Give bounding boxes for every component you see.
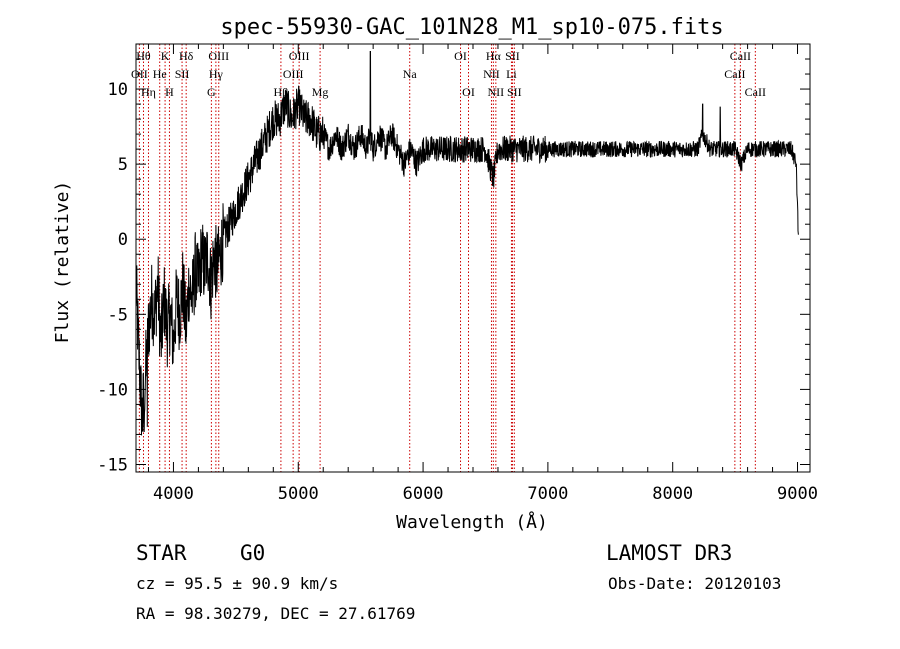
- y-tick-label: -10: [97, 380, 128, 400]
- x-axis-label: Wavelength (Å): [396, 511, 548, 533]
- spectral-line-label: G: [207, 85, 216, 99]
- plot-frame: [135, 43, 811, 473]
- y-tick-label: 5: [118, 155, 128, 175]
- x-tick-label: 5000: [278, 484, 319, 504]
- spectral-line-label: CaII: [745, 85, 766, 99]
- spectral-line-label: Hη: [141, 85, 156, 99]
- spectral-line-label: Mg: [312, 85, 329, 99]
- redshift-velocity: cz = 95.5 ± 90.9 km/s: [136, 574, 338, 593]
- y-tick-label: -5: [108, 305, 128, 325]
- spectral-line-label: SII: [507, 85, 522, 99]
- spectrum-line: [135, 51, 799, 436]
- spectral-line-label: OI: [462, 85, 475, 99]
- y-tick-label: -15: [97, 455, 128, 475]
- object-class: STAR: [136, 541, 187, 565]
- sky-coordinates: RA = 98.30279, DEC = 27.61769: [136, 604, 415, 623]
- survey-name: LAMOST DR3: [606, 541, 732, 565]
- x-tick-label: 9000: [777, 484, 818, 504]
- observation-date: Obs-Date: 20120103: [608, 574, 781, 593]
- spectral-line-label: Hα: [486, 49, 502, 63]
- object-subclass: G0: [240, 541, 265, 565]
- spectral-line-label: OIII: [208, 49, 229, 63]
- y-tick-label: 0: [118, 230, 128, 250]
- spectral-line-label: OI: [454, 49, 467, 63]
- spectral-line-label: CaII: [730, 49, 751, 63]
- chart-title: spec-55930-GAC_101N28_M1_sp10-075.fits: [220, 15, 723, 40]
- spectral-line-label: Hγ: [209, 67, 224, 81]
- spectral-line-label: NII: [483, 67, 500, 81]
- y-axis-ticks: 10 5 0 -5 -10 -15: [97, 43, 810, 475]
- spectral-line-label: NII: [488, 85, 505, 99]
- spectral-line-label: CaII: [724, 67, 745, 81]
- spectral-line-markers: [138, 44, 756, 472]
- spectral-line-label: SII: [175, 67, 190, 81]
- spectral-line-label: K: [161, 49, 170, 63]
- x-tick-label: 4000: [153, 484, 194, 504]
- spectral-line-label: Hβ: [274, 85, 289, 99]
- x-tick-label: 6000: [403, 484, 444, 504]
- spectral-line-label: Hθ: [136, 49, 151, 63]
- spectral-line-label: Na: [403, 67, 418, 81]
- x-axis-ticks: 4000 5000 6000 7000 8000 9000: [147, 44, 818, 504]
- spectral-line-label: OIII: [289, 49, 310, 63]
- x-tick-label: 7000: [527, 484, 568, 504]
- spectral-line-label: SII: [505, 49, 520, 63]
- y-axis-label: Flux (relative): [52, 181, 73, 344]
- spectral-line-label: Hδ: [179, 49, 194, 63]
- spectral-line-label: He: [153, 67, 167, 81]
- spectrum-layer: [135, 51, 799, 436]
- y-tick-label: 10: [108, 80, 128, 100]
- x-tick-label: 8000: [652, 484, 693, 504]
- spectral-line-label: Li: [506, 67, 517, 81]
- spectral-line-label: OIII: [283, 67, 304, 81]
- spectral-line-label: H: [165, 85, 174, 99]
